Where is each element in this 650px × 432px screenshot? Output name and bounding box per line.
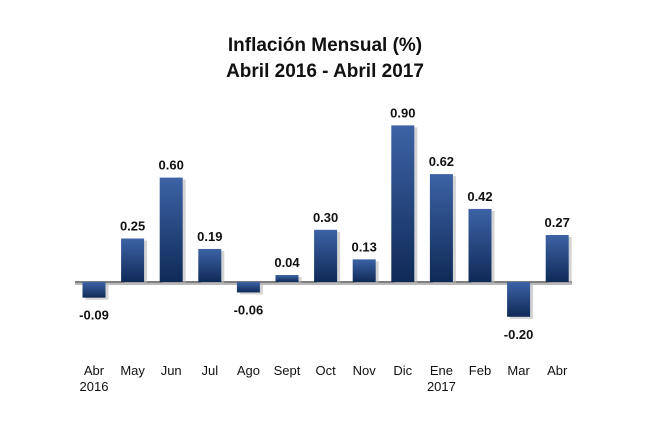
bar [429,174,453,282]
x-tick-label: Ago [237,363,260,378]
x-tick-label: Mar [507,363,530,378]
data-label: -0.06 [234,302,264,317]
x-tick-label: Nov [353,363,377,378]
bar [314,229,338,282]
data-label: 0.25 [120,219,145,234]
bar [236,282,260,293]
data-label: 0.60 [159,158,184,173]
data-label: 0.13 [352,239,377,254]
x-tick-label: Sept [274,363,301,378]
x-tick-label: Oct [315,363,336,378]
data-label: 0.62 [429,154,454,169]
bar [391,125,415,283]
bar [507,282,531,317]
data-label: 0.04 [274,255,300,270]
x-tick-label: Feb [469,363,491,378]
bar [275,275,299,282]
data-label: 0.90 [390,105,415,120]
bar [468,208,492,282]
x-tick-label: Abr [547,363,568,378]
x-tick-label: May [120,363,145,378]
x-tick-label: Jul [201,363,218,378]
bar [198,248,222,282]
x-tick-label: Dic [393,363,412,378]
bar [159,177,183,282]
x-tick-label: Jun [161,363,182,378]
x-tick-year-label: 2017 [427,379,456,394]
x-tick-label: Ene [430,363,453,378]
bar [545,235,569,282]
data-label: -0.09 [79,308,109,323]
x-tick-label: Abr [84,363,105,378]
data-label: -0.20 [504,327,534,342]
x-tick-year-label: 2016 [80,379,109,394]
data-label: 0.30 [313,210,338,225]
chart-title: Inflación Mensual (%) [227,35,423,56]
chart-subtitle: Abril 2016 - Abril 2017 [226,61,424,82]
bar [82,282,106,298]
data-label: 0.27 [545,215,570,230]
bar [352,259,376,282]
data-label: 0.19 [197,229,222,244]
data-label: 0.42 [467,189,492,204]
bar [121,238,145,282]
